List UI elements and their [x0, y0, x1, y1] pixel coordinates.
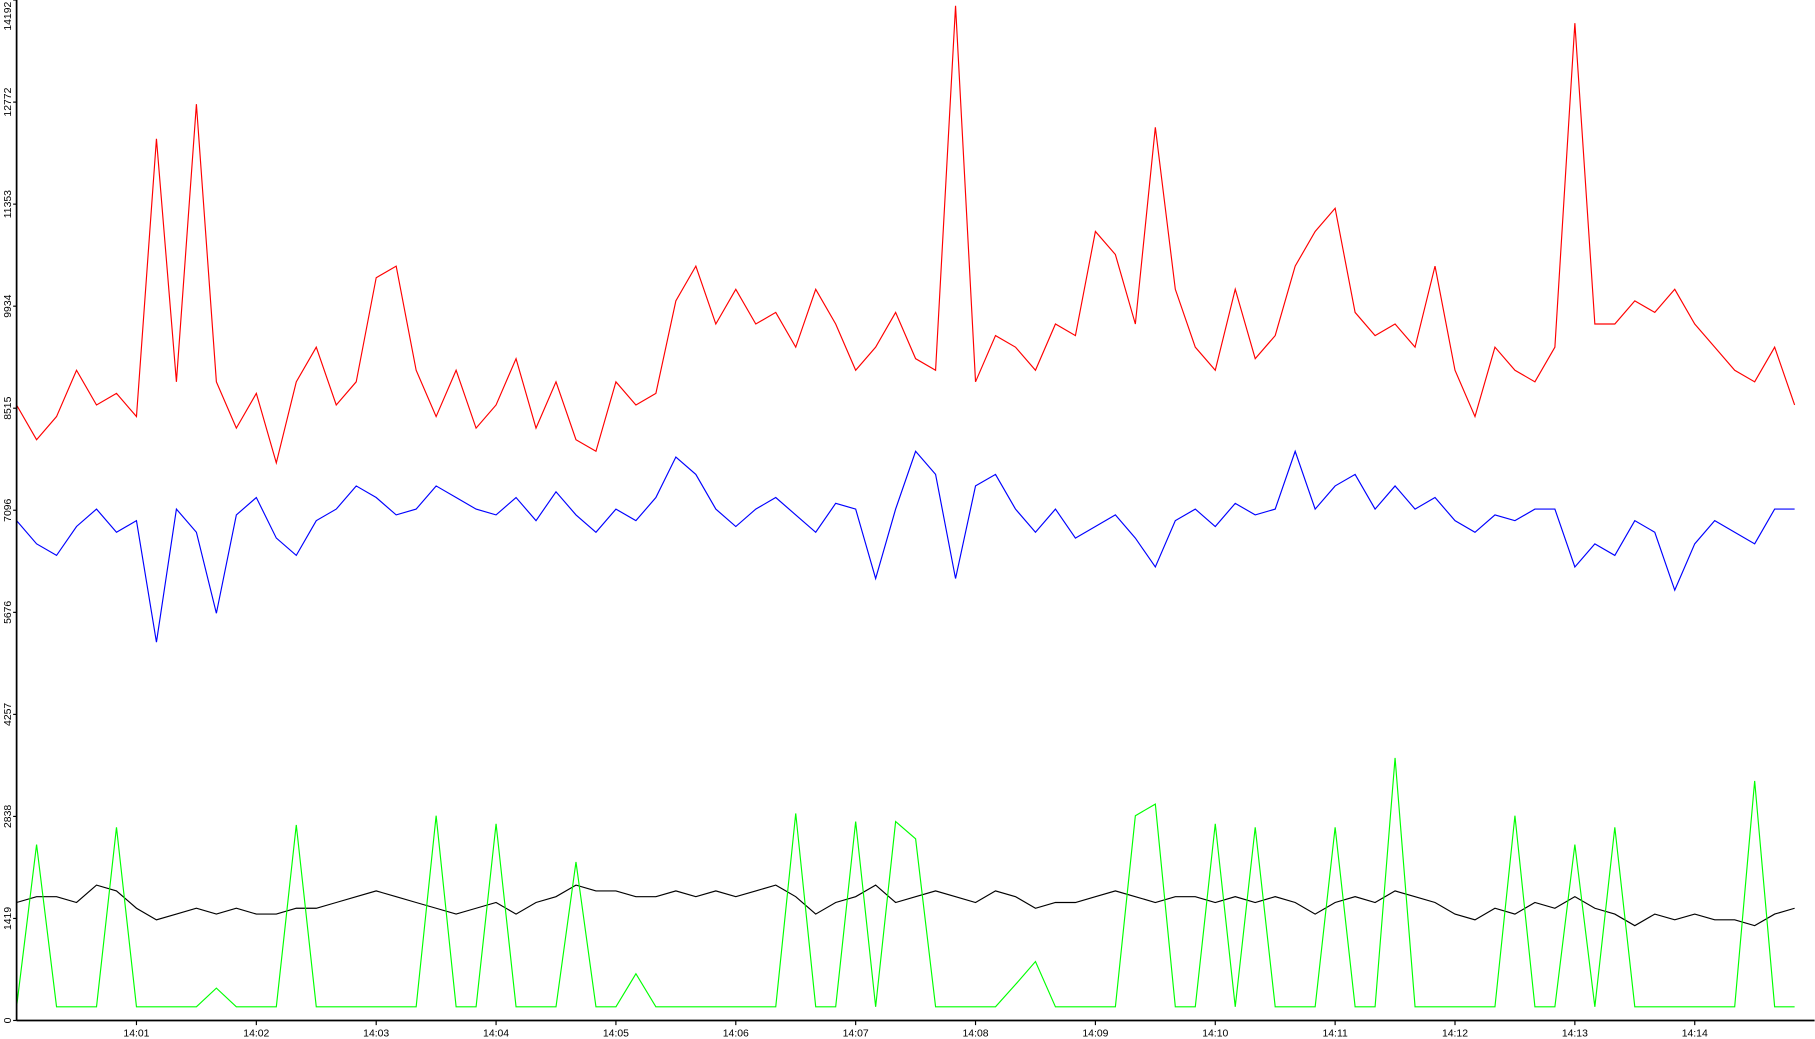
y-tick-label: 14192 — [3, 2, 14, 31]
x-tick-label: 14:13 — [1562, 1029, 1588, 1039]
x-tick-label: 14:05 — [603, 1029, 629, 1039]
y-tick-label: 1419 — [3, 907, 14, 930]
y-tick-label: 5676 — [3, 601, 14, 624]
x-tick-label: 14:02 — [243, 1029, 269, 1039]
y-tick-label: 0 — [3, 1017, 14, 1023]
series-line — [16, 757, 1795, 1008]
x-tick-label: 14:04 — [483, 1029, 509, 1039]
y-tick-label: 9934 — [3, 294, 14, 317]
x-tick-label: 14:09 — [1082, 1029, 1108, 1039]
x-tick-label: 14:08 — [963, 1029, 989, 1039]
series-line — [16, 5, 1796, 466]
x-tick-label: 14:06 — [723, 1029, 749, 1039]
x-tick-label: 14:01 — [123, 1029, 149, 1039]
y-tick-label: 12772 — [3, 87, 14, 116]
y-tick-label: 11353 — [3, 190, 14, 218]
x-tick-label: 14:14 — [1682, 1029, 1708, 1039]
x-tick-label: 14:10 — [1202, 1029, 1228, 1039]
x-tick-label: 14:11 — [1322, 1029, 1347, 1039]
y-tick-label: 8515 — [3, 396, 14, 419]
y-tick-label: 7096 — [3, 498, 14, 521]
series-line — [16, 449, 1795, 643]
series-line — [16, 884, 1795, 927]
y-tick-label: 4257 — [3, 703, 14, 726]
x-tick-label: 14:07 — [843, 1029, 869, 1039]
x-tick-label: 14:03 — [363, 1029, 389, 1039]
x-tick-label: 14:12 — [1442, 1029, 1468, 1039]
y-tick-label: 2838 — [3, 805, 14, 828]
